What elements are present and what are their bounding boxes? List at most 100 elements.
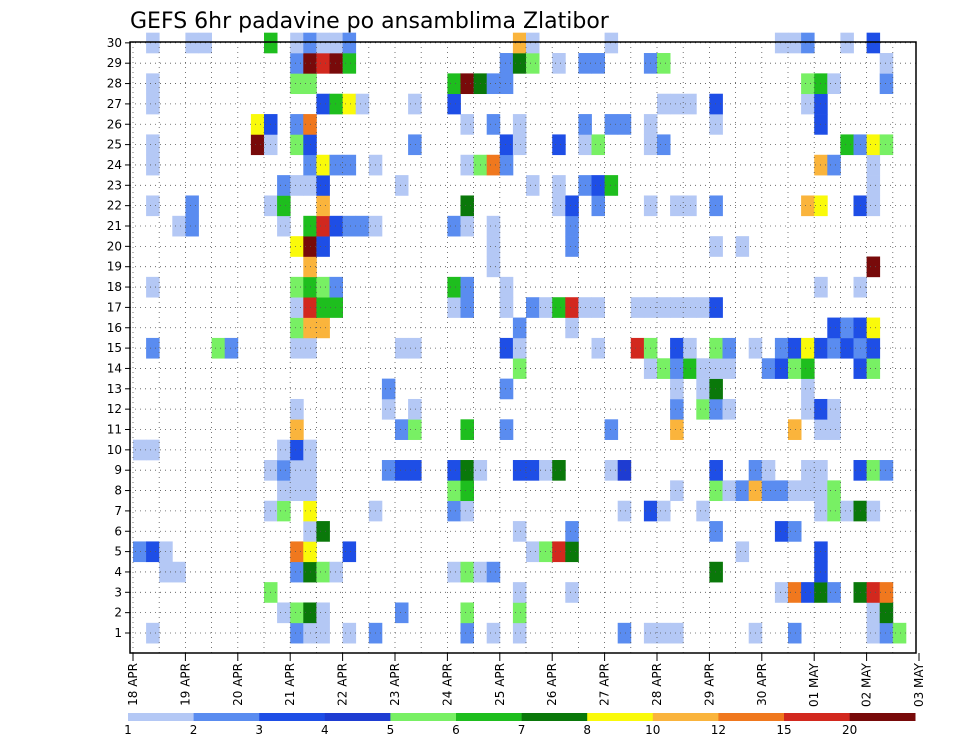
heatmap-cell: [604, 114, 619, 135]
heatmap-cell: [657, 93, 671, 115]
heatmap-cell: [696, 378, 710, 400]
colorbar-swatch: [193, 713, 260, 721]
heatmap-cell: [290, 114, 304, 135]
heatmap-cell: [761, 480, 776, 502]
heatmap-cell: [722, 398, 736, 420]
heatmap-cell: [447, 460, 461, 481]
heatmap-cell: [774, 521, 789, 542]
heatmap-cell: [447, 500, 461, 522]
heatmap-cell: [879, 622, 894, 644]
heatmap-cell: [329, 53, 343, 74]
heatmap-cell: [657, 53, 671, 74]
heatmap-cell: [526, 541, 540, 563]
y-tick-label: 26: [107, 117, 122, 131]
colorbar-label: 7: [518, 723, 526, 737]
heatmap-cell: [526, 53, 540, 74]
heatmap-cell: [460, 460, 474, 481]
heatmap-cell: [617, 500, 632, 522]
heatmap-cell: [709, 195, 723, 217]
heatmap-cell: [552, 460, 566, 481]
heatmap-cell: [486, 561, 501, 583]
y-tick-label: 25: [107, 138, 122, 152]
heatmap-cell: [709, 236, 723, 257]
heatmap-cell: [604, 460, 619, 481]
heatmap-cell: [460, 500, 474, 522]
heatmap-cell: [827, 398, 841, 420]
x-tick-label: 24 APR: [440, 663, 454, 706]
heatmap-cell: [840, 317, 854, 339]
colorbar-swatch: [456, 713, 522, 721]
heatmap-cell: [316, 236, 330, 257]
heatmap-cell: [670, 297, 684, 318]
heatmap-cell: [290, 317, 304, 339]
heatmap-cells: [133, 32, 907, 644]
heatmap-cell: [709, 93, 723, 115]
heatmap-cell: [447, 73, 461, 95]
heatmap-cell: [290, 398, 304, 420]
heatmap-cell: [486, 154, 501, 176]
heatmap-cell: [526, 297, 540, 318]
heatmap-cell: [185, 32, 199, 54]
heatmap-cell: [827, 73, 841, 95]
heatmap-cell: [408, 460, 422, 481]
heatmap-cell: [447, 215, 461, 237]
heatmap-cell: [801, 32, 815, 54]
heatmap-cell: [395, 602, 409, 624]
heatmap-cell: [460, 195, 474, 217]
heatmap-cell: [801, 73, 815, 95]
heatmap-cell: [395, 175, 409, 196]
heatmap-cell: [683, 93, 697, 115]
y-tick-label: 10: [107, 443, 122, 457]
heatmap-cell: [290, 276, 304, 298]
y-tick-label: 4: [114, 565, 122, 579]
heatmap-cell: [460, 73, 474, 95]
y-tick-label: 6: [114, 524, 122, 538]
heatmap-cell: [552, 53, 566, 74]
heatmap-cell: [277, 215, 291, 237]
heatmap-cell: [709, 460, 723, 481]
heatmap-cell: [329, 297, 343, 318]
heatmap-cell: [408, 419, 422, 440]
colorbar-label: 4: [321, 723, 329, 737]
heatmap-cell: [408, 93, 422, 115]
heatmap-cell: [316, 93, 330, 115]
heatmap-cell: [866, 195, 881, 217]
heatmap-cell: [670, 378, 684, 400]
heatmap-cell: [290, 541, 304, 563]
heatmap-cell: [657, 500, 671, 522]
heatmap-cell: [316, 561, 330, 583]
heatmap-cell: [735, 541, 750, 563]
heatmap-cell: [499, 154, 514, 176]
heatmap-cell: [670, 398, 684, 420]
heatmap-cell: [486, 114, 501, 135]
heatmap-cell: [670, 419, 684, 440]
colorbar-label: 2: [190, 723, 198, 737]
heatmap-cell: [185, 215, 199, 237]
heatmap-cell: [801, 480, 815, 502]
heatmap-cell: [460, 602, 474, 624]
y-tick-label: 2: [114, 606, 122, 620]
y-tick-label: 18: [107, 280, 122, 294]
heatmap-cell: [290, 134, 304, 156]
heatmap-cell: [709, 480, 723, 502]
heatmap-cell: [866, 500, 881, 522]
heatmap-cell: [657, 622, 671, 644]
heatmap-cell: [277, 439, 291, 461]
heatmap-cell: [342, 53, 357, 74]
heatmap-cell: [277, 480, 291, 502]
heatmap-cell: [604, 419, 619, 440]
heatmap-cell: [316, 195, 330, 217]
heatmap-cell: [290, 480, 304, 502]
heatmap-cell: [342, 93, 357, 115]
x-tick-label: 26 APR: [545, 663, 559, 706]
heatmap-cell: [827, 154, 841, 176]
heatmap-cell: [879, 602, 894, 624]
colorbar-label: 10: [645, 723, 660, 737]
heatmap-cell: [329, 276, 343, 298]
heatmap-cell: [552, 134, 566, 156]
heatmap-cell: [316, 297, 330, 318]
heatmap-cell: [447, 93, 461, 115]
heatmap-cell: [552, 297, 566, 318]
heatmap-cell: [460, 154, 474, 176]
heatmap-cell: [840, 337, 854, 359]
